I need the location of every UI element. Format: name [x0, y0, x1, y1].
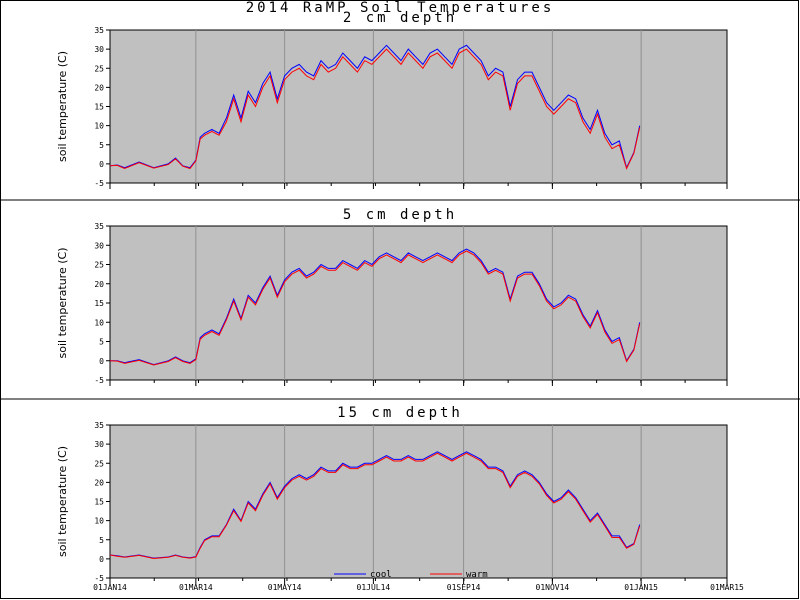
y-tick-label: 35	[94, 421, 104, 430]
legend-label-warm: warm	[466, 570, 488, 580]
y-tick-label: 25	[94, 261, 104, 270]
y-tick-label: 35	[94, 222, 104, 231]
y-axis-label: soil temperature (C)	[56, 446, 69, 557]
panel-3: 15 cm depth soil temperature (C) -5 0 5 10 15 2…	[56, 405, 744, 592]
y-tick-label: 20	[94, 478, 104, 487]
y-tick-label: -5	[94, 574, 104, 583]
y-tick-label: 10	[94, 122, 104, 131]
x-tick-label: 01JUL14	[357, 583, 391, 592]
legend-label-cool: cool	[370, 570, 392, 580]
y-tick-label: 20	[94, 280, 104, 289]
y-tick-label: 30	[94, 45, 104, 54]
x-tick-label: 01MAR15	[710, 583, 744, 592]
y-tick-label: 0	[99, 160, 104, 169]
y-tick-label: 0	[99, 357, 104, 366]
x-tick-label: 01JAN15	[624, 583, 658, 592]
y-tick-label: 10	[94, 517, 104, 526]
y-tick-label: 5	[99, 141, 104, 150]
series-line-warm	[109, 250, 641, 366]
y-tick-label: 20	[94, 83, 104, 92]
y-tick-label: 15	[94, 103, 104, 112]
plot-area	[109, 29, 728, 184]
panel-title: 5 cm depth	[343, 207, 457, 223]
series-line-cool	[109, 44, 641, 170]
page-title: 2014 RaMP Soil Temperatures	[246, 0, 555, 16]
y-tick-label: -5	[94, 179, 104, 188]
panel-title: 15 cm depth	[337, 405, 463, 421]
y-tick-label: 30	[94, 440, 104, 449]
plot-area	[109, 424, 728, 579]
x-tick-label: 01MAR14	[179, 583, 213, 592]
x-tick-label: 01NOV14	[536, 583, 570, 592]
panel-1: 2 cm depth soil temperature (C) -5 0 5 10 15 20…	[0, 10, 800, 201]
y-tick-label: 15	[94, 498, 104, 507]
y-tick-label: 0	[99, 555, 104, 564]
series-line-cool	[110, 248, 641, 366]
panel-title: 2 cm depth	[343, 10, 457, 26]
y-axis-label: soil temperature (C)	[56, 248, 69, 359]
y-tick-label: 15	[94, 299, 104, 308]
y-tick-label: -5	[94, 376, 104, 385]
y-axis-label: soil temperature (C)	[56, 51, 69, 162]
series-line-warm	[109, 48, 641, 170]
legend: cool warm	[334, 570, 488, 580]
y-tick-label: 10	[94, 318, 104, 327]
y-tick-label: 30	[94, 241, 104, 250]
x-tick-label: 01SEP14	[447, 583, 481, 592]
x-tick-label: 01MAY14	[268, 583, 302, 592]
y-tick-label: 5	[99, 536, 104, 545]
panel-2: 5 cm depth soil temperature (C) -5 0 5 10 15 20…	[0, 207, 800, 400]
series-line-warm	[109, 452, 641, 560]
plot-area	[109, 225, 728, 381]
series-line-cool	[109, 451, 641, 559]
y-tick-label: 35	[94, 26, 104, 35]
y-tick-label: 25	[94, 459, 104, 468]
y-tick-label: 25	[94, 64, 104, 73]
x-tick-label: 01JAN14	[93, 583, 127, 592]
y-tick-label: 5	[99, 338, 104, 347]
